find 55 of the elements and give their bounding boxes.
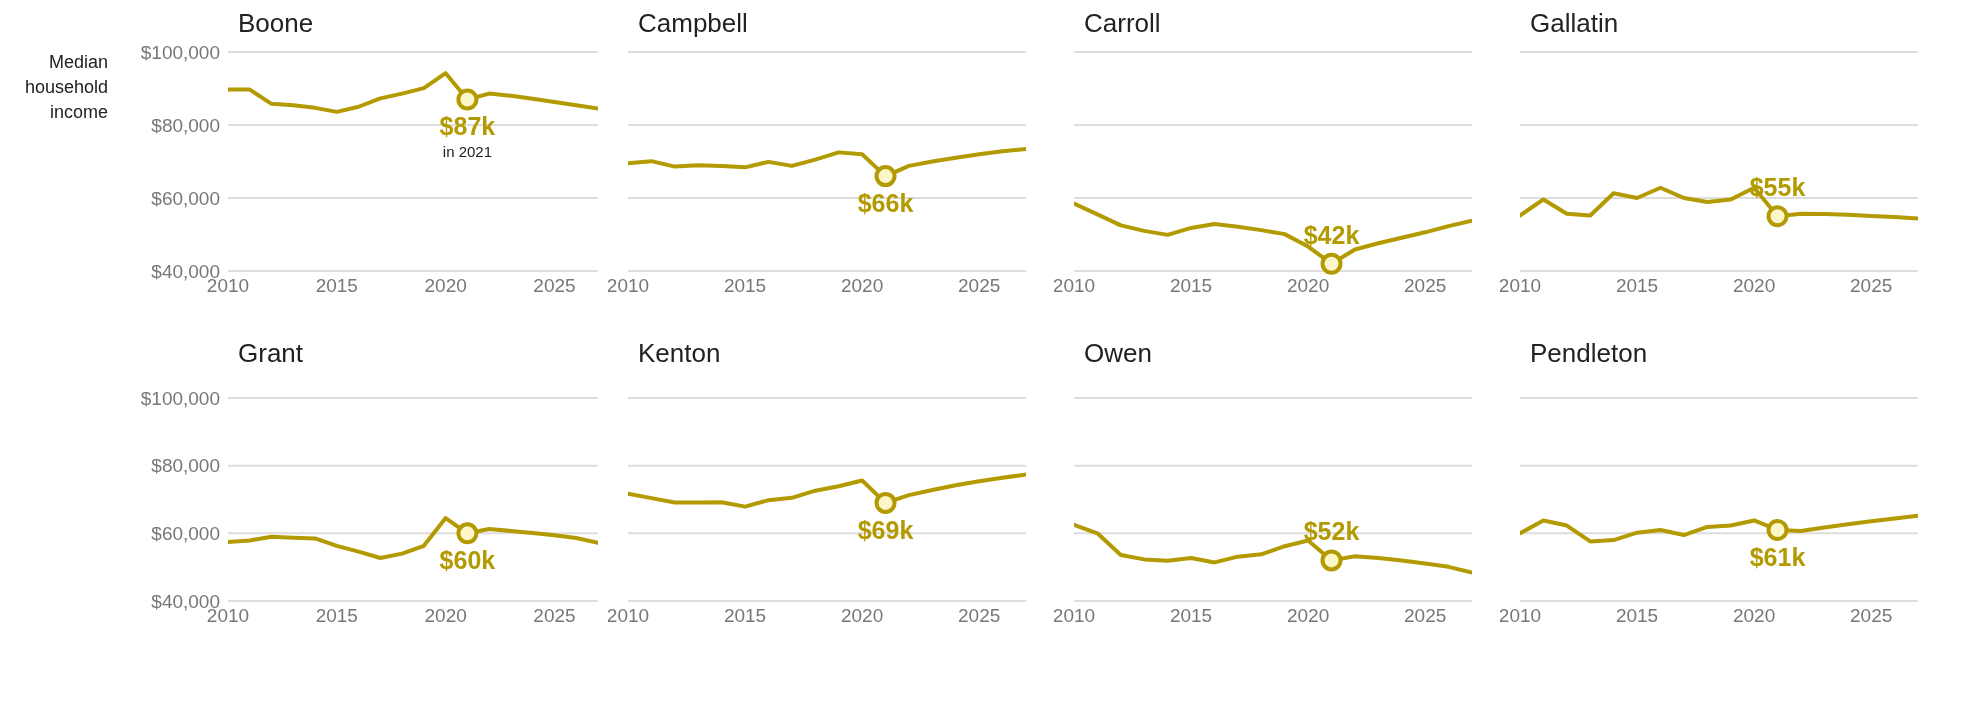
x-tick-label: 2015 xyxy=(1615,605,1659,627)
y-tick-label: $80,000 xyxy=(151,455,220,477)
x-tick-label: 2025 xyxy=(533,605,576,627)
x-tick-label: 2015 xyxy=(315,275,358,297)
x-tick-label: 2015 xyxy=(1169,275,1213,297)
data-label: $61k xyxy=(1749,542,1806,571)
data-label: $87k xyxy=(439,112,496,141)
chart-title: Boone xyxy=(238,8,315,40)
x-tick-label: 2020 xyxy=(424,605,467,627)
x-tick-label: 2020 xyxy=(424,275,467,297)
data-label: $69k xyxy=(857,515,914,544)
data-label: $66k xyxy=(857,189,914,218)
x-tick-label: 2010 xyxy=(1052,605,1096,627)
x-tick-label: 2010 xyxy=(1498,275,1542,297)
x-tick-label: 2025 xyxy=(958,605,1001,627)
x-tick-label: 2020 xyxy=(840,605,884,627)
x-tick-label: 2010 xyxy=(606,275,650,297)
x-tick-label: 2020 xyxy=(1286,275,1330,297)
x-tick-label: 2020 xyxy=(1286,605,1330,627)
data-label: $55k xyxy=(1749,173,1806,202)
x-tick-label: 2015 xyxy=(1169,605,1213,627)
x-tick-label: 2020 xyxy=(840,275,884,297)
x-tick-label: 2025 xyxy=(1404,605,1447,627)
x-tick-label: 2025 xyxy=(958,275,1001,297)
chart-title: Kenton xyxy=(638,338,722,370)
x-tick-label: 2010 xyxy=(1052,275,1096,297)
x-tick-label: 2010 xyxy=(1498,605,1542,627)
x-tick-label: 2015 xyxy=(315,605,358,627)
line-series xyxy=(228,71,598,114)
x-tick-label: 2015 xyxy=(723,605,767,627)
chart-title: Carroll xyxy=(1084,8,1162,40)
y-tick-label: $100,000 xyxy=(140,41,220,63)
x-tick-label: 2015 xyxy=(723,275,767,297)
x-tick-label: 2025 xyxy=(1850,275,1893,297)
chart-title: Gallatin xyxy=(1530,8,1620,40)
x-tick-label: 2020 xyxy=(1732,275,1776,297)
y-axis-title: Median household income xyxy=(23,51,108,124)
chart-title: Campbell xyxy=(638,8,749,40)
x-tick-label: 2010 xyxy=(606,605,650,627)
data-label: $52k xyxy=(1303,517,1360,546)
x-tick-label: 2025 xyxy=(533,275,576,297)
y-tick-label: $80,000 xyxy=(151,114,220,136)
x-tick-label: 2015 xyxy=(1615,275,1659,297)
y-tick-label: $100,000 xyxy=(140,387,220,409)
x-tick-label: 2025 xyxy=(1404,275,1447,297)
chart-title: Grant xyxy=(238,338,305,370)
x-tick-label: 2025 xyxy=(1850,605,1893,627)
x-tick-label: 2020 xyxy=(1732,605,1776,627)
data-label: $42k xyxy=(1303,220,1360,249)
annotation: in 2021 xyxy=(442,143,493,161)
y-tick-label: $60,000 xyxy=(151,523,220,545)
data-label: $60k xyxy=(439,546,496,575)
chart-title: Owen xyxy=(1084,338,1153,370)
chart-title: Pendleton xyxy=(1530,338,1649,370)
y-tick-label: $60,000 xyxy=(151,187,220,209)
